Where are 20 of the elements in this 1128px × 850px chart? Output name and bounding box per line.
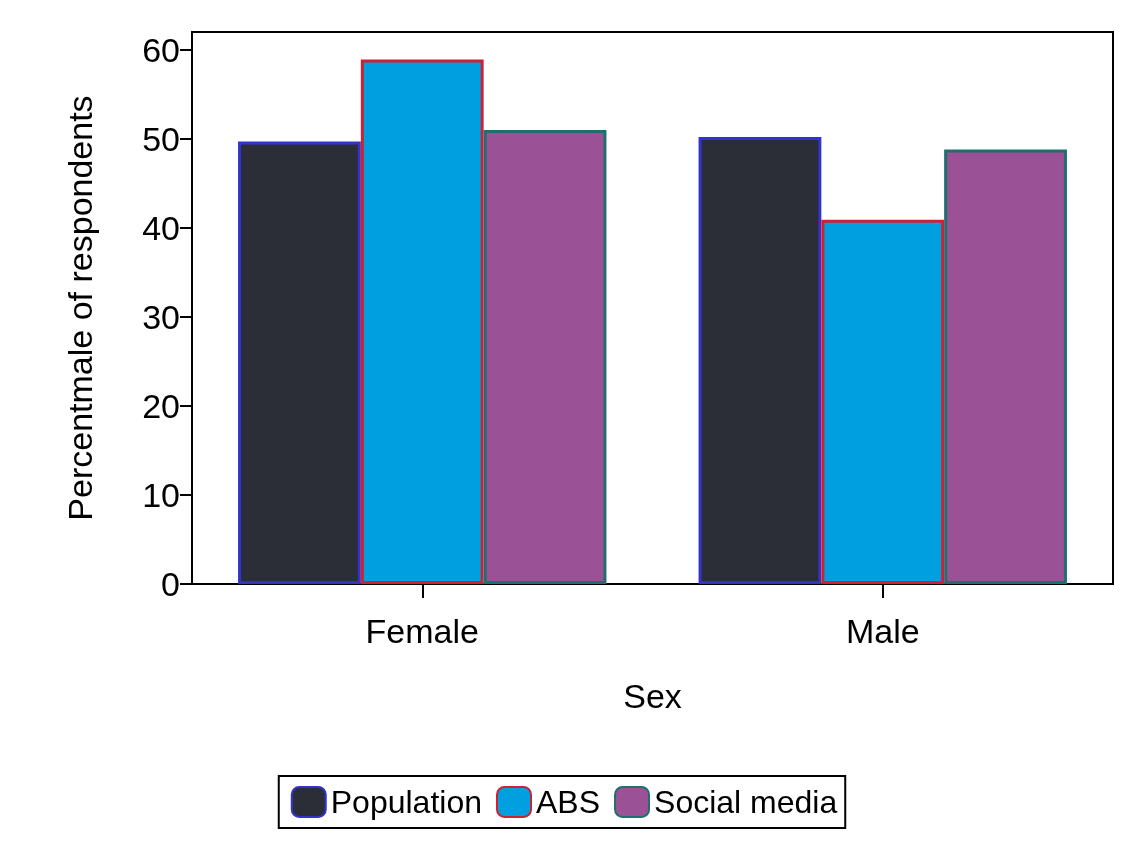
legend-label: Social media <box>654 784 838 820</box>
y-tick-label: 50 <box>142 119 180 158</box>
legend-label: ABS <box>536 784 601 820</box>
x-axis-title: Sex <box>623 677 682 715</box>
y-tick-label: 40 <box>142 208 180 247</box>
y-tick-label: 0 <box>161 565 180 603</box>
y-tick-label: 30 <box>142 297 180 336</box>
y-axis-title: Percentmale of respondents <box>61 95 99 521</box>
bar <box>483 129 607 584</box>
bar <box>944 149 1067 584</box>
y-tick-label: 10 <box>142 475 180 514</box>
y-tick-label: 20 <box>142 386 180 425</box>
legend-label: Population <box>330 784 482 820</box>
bar <box>698 137 822 584</box>
y-tick-label: 60 <box>142 30 180 69</box>
bar <box>360 59 484 584</box>
x-tick-label: Male <box>845 612 920 650</box>
bar <box>238 141 361 584</box>
x-tick-label: Female <box>365 612 479 650</box>
bar <box>821 219 945 584</box>
